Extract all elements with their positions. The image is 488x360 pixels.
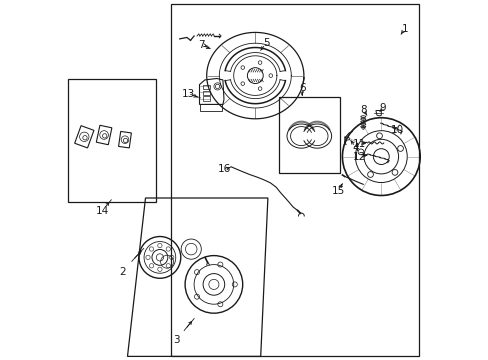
- Text: 4: 4: [352, 143, 359, 153]
- Text: 5: 5: [262, 38, 269, 48]
- Text: 16: 16: [218, 164, 231, 174]
- Text: 8: 8: [359, 105, 366, 115]
- Text: 6: 6: [298, 83, 305, 93]
- Bar: [203, 96, 209, 101]
- Text: 10: 10: [390, 125, 403, 135]
- Text: 11: 11: [352, 139, 366, 149]
- Text: 2: 2: [119, 267, 125, 277]
- Bar: [203, 85, 209, 89]
- Text: 12: 12: [352, 152, 366, 162]
- Text: 13: 13: [182, 89, 195, 99]
- Text: 14: 14: [96, 206, 109, 216]
- Bar: [203, 91, 209, 95]
- Text: 9: 9: [379, 103, 386, 113]
- Text: 3: 3: [172, 335, 179, 345]
- Text: 1: 1: [401, 24, 407, 34]
- Text: 15: 15: [331, 186, 344, 196]
- Bar: [200, 104, 222, 111]
- Text: 7: 7: [198, 40, 204, 50]
